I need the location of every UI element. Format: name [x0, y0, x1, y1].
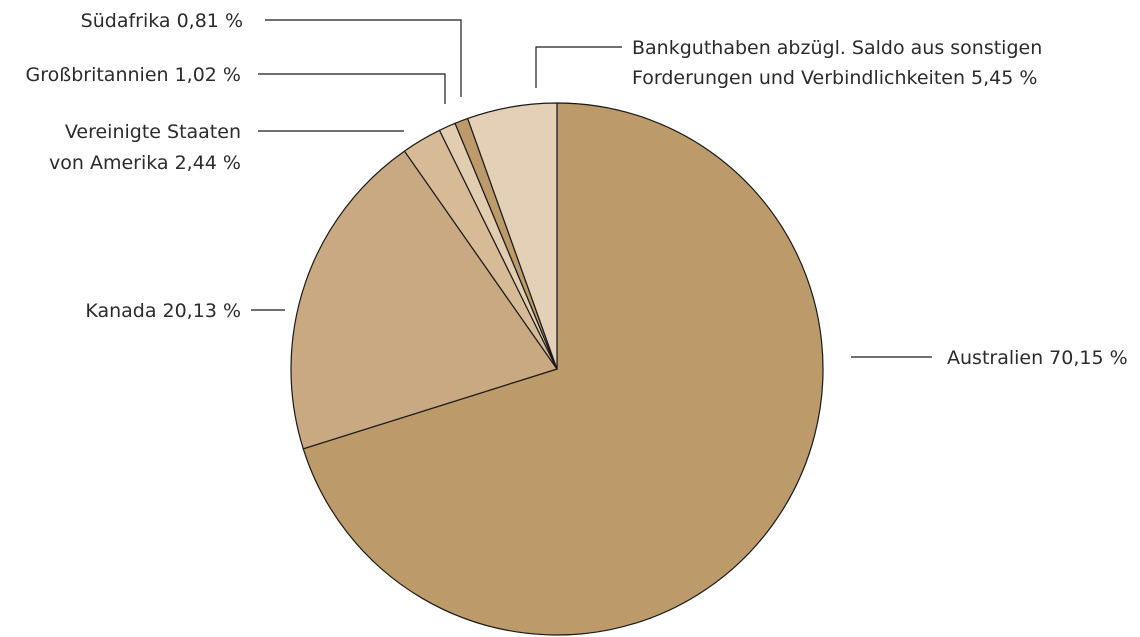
- leader-line-bankguthaben: [535, 46, 622, 88]
- leader-line-suedafrika: [265, 19, 462, 97]
- label-leader-lines: [251, 19, 932, 358]
- pie-slice-0: [302, 102, 824, 636]
- slice-label-usa-line-1: Vereinigte Staaten: [65, 121, 241, 143]
- leader-line-grossbritannien: [258, 73, 446, 104]
- slice-label-suedafrika: Südafrika 0,81 %: [81, 10, 243, 32]
- pie-slices: [290, 102, 824, 636]
- slice-label-australien: Australien 70,15 %: [947, 347, 1128, 369]
- pie-slice-1: [290, 150, 558, 450]
- pie-slice-5: [467, 102, 558, 370]
- slice-label-usa-line-2: von Amerika 2,44 %: [49, 152, 241, 174]
- slice-label-bankguthaben-line-1: Bankguthaben abzügl. Saldo aus sonstigen: [632, 37, 1042, 59]
- slice-label-kanada: Kanada 20,13 %: [85, 300, 241, 322]
- slice-labels: Südafrika 0,81 % Großbritannien 1,02 % V…: [26, 10, 1128, 369]
- slice-label-bankguthaben-line-2: Forderungen und Verbindlichkeiten 5,45 %: [632, 67, 1037, 89]
- slice-label-grossbritannien: Großbritannien 1,02 %: [26, 64, 242, 86]
